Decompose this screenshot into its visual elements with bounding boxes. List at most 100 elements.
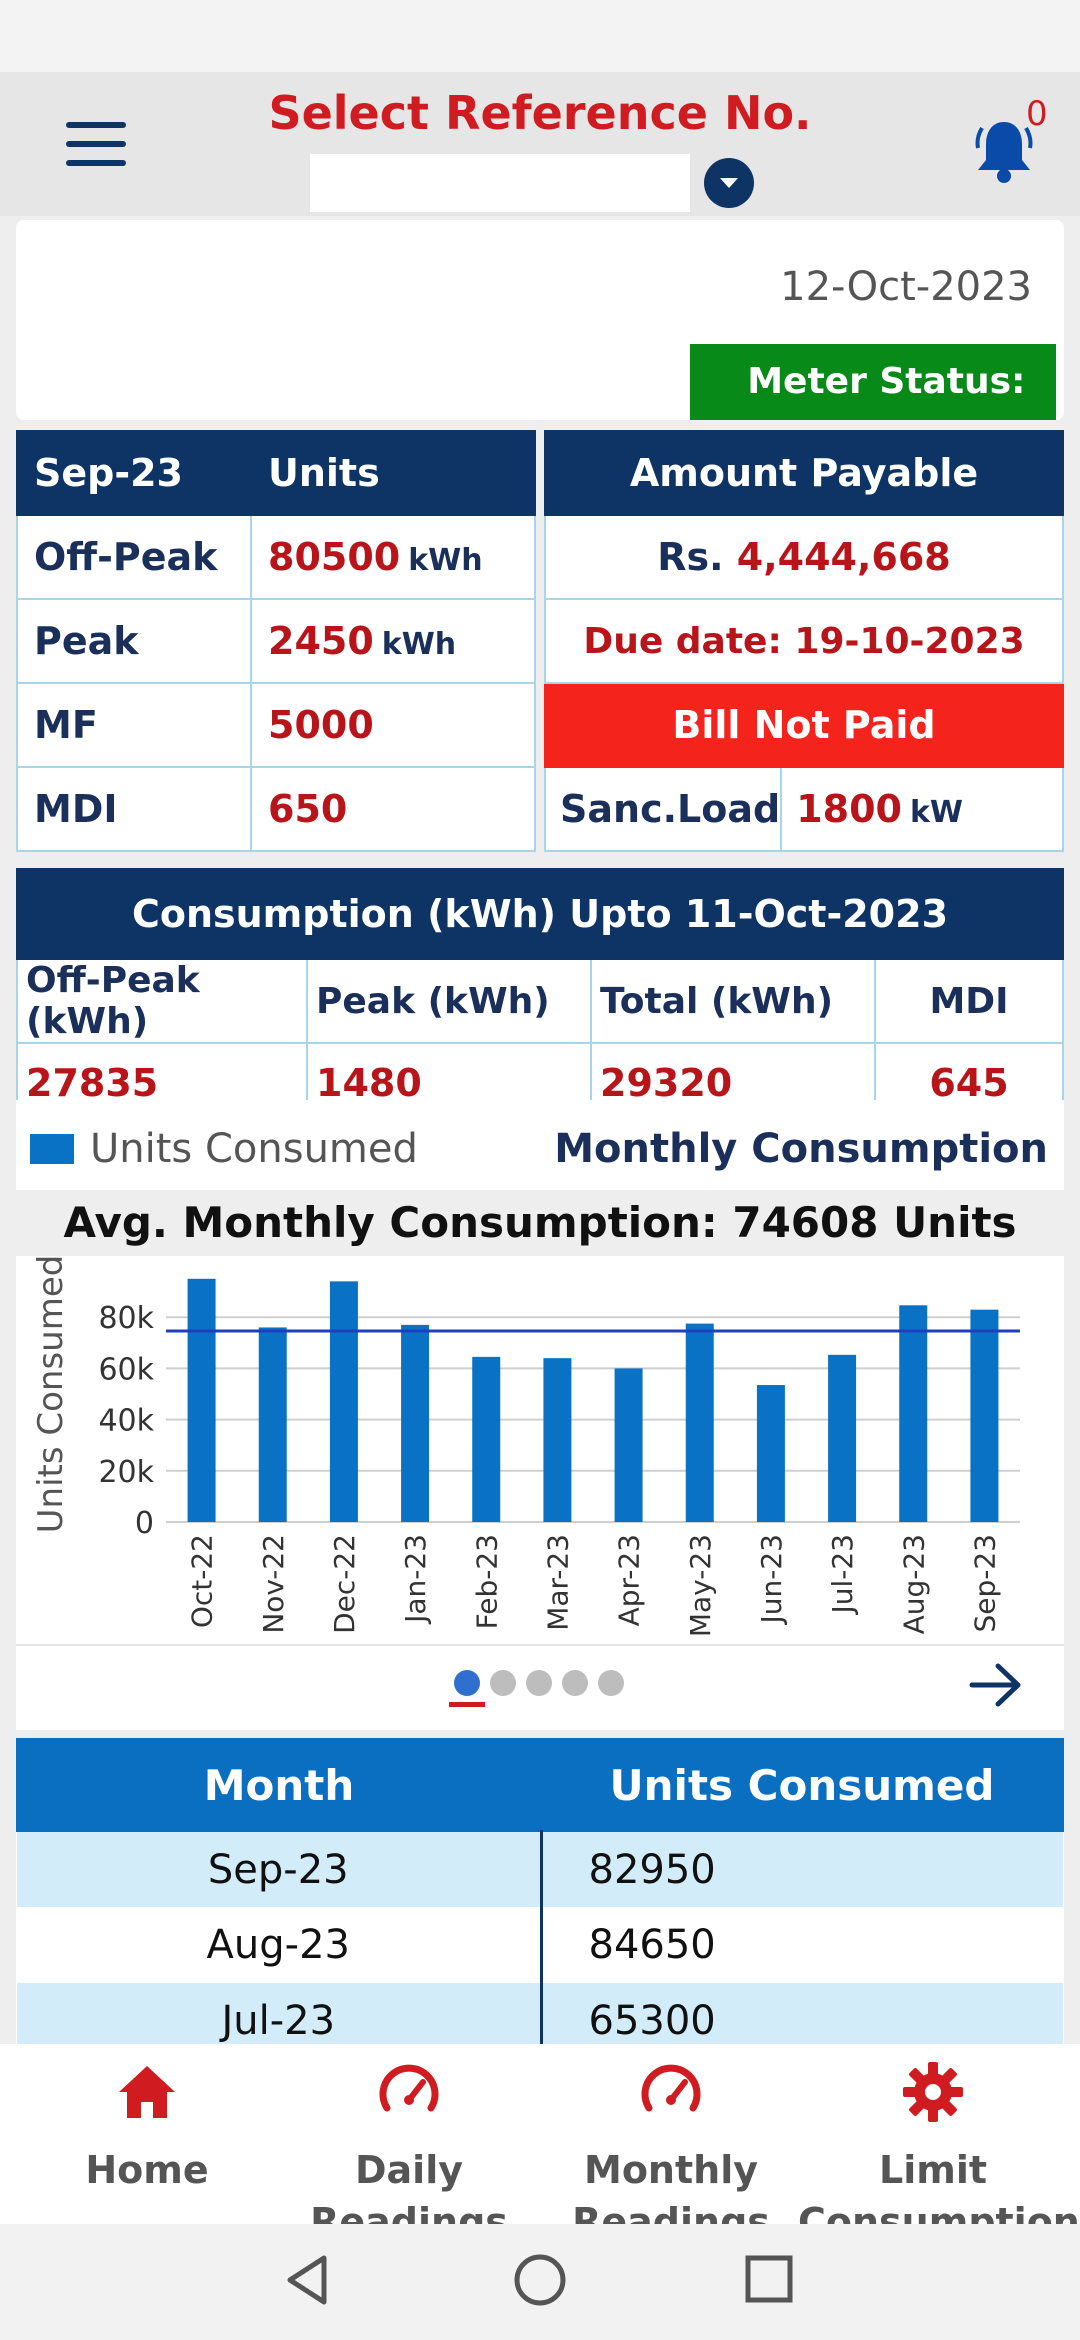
bar — [329, 1281, 358, 1522]
x-tick-label: Oct-22 — [186, 1534, 219, 1628]
page-dot[interactable] — [598, 1670, 624, 1696]
row-month: Sep-23 — [17, 1831, 543, 1907]
row-label: Peak — [16, 598, 252, 684]
page-dot-underline — [449, 1702, 485, 1707]
reference-select[interactable] — [310, 154, 690, 212]
bar — [970, 1309, 999, 1522]
x-tick-label: Apr-23 — [613, 1534, 646, 1626]
meter-status-badge: Meter Status: On — [690, 344, 1056, 478]
y-axis-label: Units Consumed — [31, 1256, 71, 1533]
table-row: Peak 2450 kWh — [16, 598, 536, 684]
y-tick-label: 80k — [98, 1301, 154, 1336]
units-header: Units — [250, 430, 536, 516]
row-label: Off-Peak — [16, 514, 252, 600]
legend-swatch — [30, 1134, 74, 1164]
chart-panel: Units Consumed Monthly Consumption Avg. … — [16, 1100, 1064, 1730]
nav-home[interactable]: Home — [12, 2044, 282, 2224]
nav-label: Monthly — [584, 2148, 758, 2192]
x-tick-label: Jan-23 — [399, 1534, 432, 1625]
consumption-table: Consumption (kWh) Upto 11-Oct-2023 Off-P… — [16, 868, 1064, 1124]
current-date: 12-Oct-2023 — [780, 264, 1032, 310]
consumption-header: Off-Peak (kWh) — [16, 958, 308, 1044]
meter-status-label: Meter Status: — [747, 361, 1026, 402]
x-tick-label: Nov-22 — [257, 1534, 290, 1634]
row-units: 82950 — [541, 1831, 1063, 1907]
row-unit: kWh — [408, 543, 483, 578]
monthly-units-table: Month Units Consumed Sep-23 82950 Aug-23… — [16, 1738, 1064, 2059]
bar — [187, 1278, 216, 1522]
x-tick-label: Mar-23 — [541, 1534, 574, 1631]
row-value: 5000 — [268, 703, 374, 747]
payable-header: Amount Payable — [544, 430, 1064, 516]
bar — [258, 1327, 287, 1522]
y-tick-label: 0 — [135, 1506, 154, 1541]
nav-label: Daily — [354, 2148, 463, 2192]
units-month: Sep-23 — [16, 430, 252, 516]
bar — [899, 1305, 928, 1522]
row-label: MF — [16, 682, 252, 768]
bar — [828, 1354, 857, 1522]
bar — [401, 1324, 430, 1522]
nav-limit-consumption[interactable]: Limit Consumption — [798, 2044, 1080, 2244]
due-date: 19-10-2023 — [794, 620, 1025, 662]
nav-monthly-readings[interactable]: Monthly Readings — [536, 2044, 806, 2244]
arrow-right-icon[interactable] — [968, 1660, 1024, 1710]
table-row: Aug-23 84650 — [17, 1907, 1063, 1983]
nav-label: Limit — [878, 2148, 988, 2192]
bar — [685, 1323, 714, 1522]
consumption-title: Consumption (kWh) Upto 11-Oct-2023 — [16, 868, 1064, 960]
legend-label: Units Consumed — [90, 1126, 418, 1172]
speedometer-icon — [641, 2064, 701, 2112]
menu-icon[interactable] — [66, 122, 126, 166]
bar — [543, 1358, 572, 1522]
page-dot[interactable] — [454, 1670, 480, 1696]
system-nav-bar — [0, 2224, 1080, 2340]
page-dot[interactable] — [526, 1670, 552, 1696]
table-row: Off-Peak 80500 kWh — [16, 514, 536, 600]
table-row: Jul-23 65300 — [17, 1983, 1063, 2059]
avg-consumption: Avg. Monthly Consumption: 74608 Units — [16, 1190, 1064, 1256]
nav-label: Home — [85, 2148, 209, 2192]
page-title: Select Reference No. — [268, 86, 812, 140]
back-icon[interactable] — [282, 2252, 332, 2308]
consumption-header: MDI — [874, 958, 1064, 1044]
consumption-header: Peak (kWh) — [306, 958, 592, 1044]
page-dot[interactable] — [490, 1670, 516, 1696]
date-card: 12-Oct-2023 Meter Status: On — [16, 220, 1064, 478]
home-circle-icon[interactable] — [512, 2252, 568, 2308]
row-value: 650 — [268, 787, 348, 831]
x-tick-label: Feb-23 — [470, 1534, 503, 1629]
table-row: MF 5000 — [16, 682, 536, 768]
page-dot[interactable] — [562, 1670, 588, 1696]
table-row: Sep-23 82950 — [17, 1831, 1063, 1907]
status-bar — [0, 0, 1080, 72]
y-tick-label: 40k — [98, 1404, 154, 1439]
payable-table: Amount Payable Rs. 4,444,668 Due date: 1… — [543, 430, 1064, 852]
table-row: MDI 650 — [16, 766, 536, 852]
sanc-load-label: Sanc.Load — [543, 766, 783, 852]
bell-icon[interactable] — [974, 116, 1034, 186]
amount-payable: 4,444,668 — [736, 535, 951, 579]
row-value: 80500 — [268, 535, 401, 579]
due-date-label: Due date: — [583, 620, 782, 662]
row-value: 2450 — [268, 619, 374, 663]
row-label: MDI — [16, 766, 252, 852]
units-consumed-header: Units Consumed — [540, 1738, 1064, 1832]
bottom-nav: Home Daily Readings Monthly Readings — [0, 2044, 1080, 2244]
bar — [614, 1368, 643, 1522]
x-tick-label: May-23 — [684, 1534, 717, 1637]
chevron-down-icon[interactable] — [704, 158, 754, 208]
notification-count: 0 — [1026, 94, 1048, 134]
bar — [472, 1356, 501, 1522]
nav-daily-readings[interactable]: Daily Readings — [274, 2044, 544, 2244]
row-unit: kWh — [381, 627, 457, 662]
y-tick-label: 60k — [98, 1352, 154, 1387]
x-tick-label: Sep-23 — [968, 1534, 1001, 1633]
home-icon — [119, 2066, 175, 2118]
x-tick-label: Aug-23 — [897, 1534, 930, 1634]
row-month: Aug-23 — [17, 1907, 543, 1983]
currency: Rs. — [657, 535, 724, 579]
recents-icon[interactable] — [744, 2252, 794, 2308]
row-units: 84650 — [588, 1922, 716, 1968]
chart-pager — [16, 1644, 1064, 1730]
